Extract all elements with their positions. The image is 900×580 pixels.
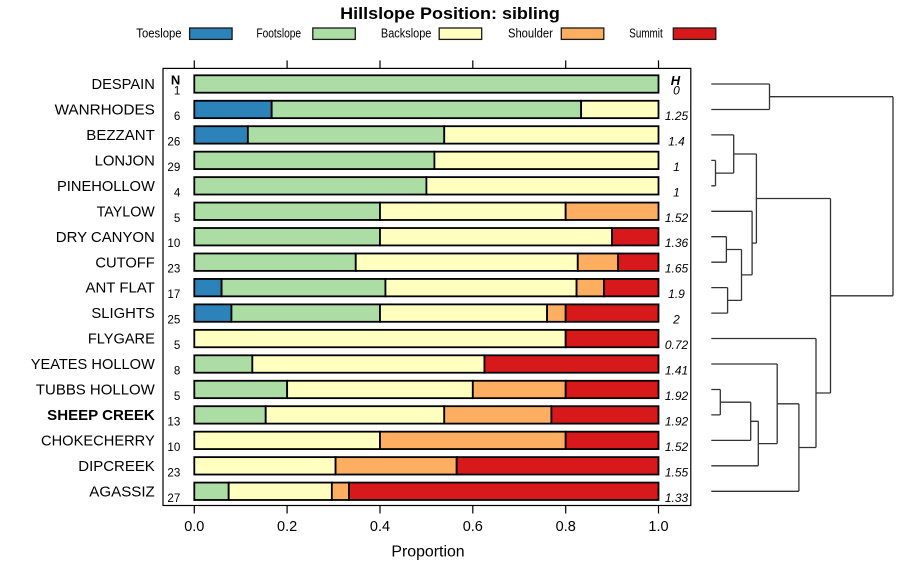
svg-text:BEZZANT: BEZZANT: [86, 128, 155, 144]
svg-text:27: 27: [167, 492, 180, 505]
svg-text:SHEEP CREEK: SHEEP CREEK: [47, 408, 155, 424]
svg-text:0.0: 0.0: [184, 519, 204, 535]
svg-text:6: 6: [174, 110, 180, 123]
svg-text:1.4: 1.4: [668, 134, 685, 148]
svg-text:1.52: 1.52: [665, 211, 689, 225]
svg-text:2: 2: [672, 313, 680, 327]
svg-text:1: 1: [174, 85, 180, 98]
svg-text:TAYLOW: TAYLOW: [97, 204, 155, 220]
svg-text:AGASSIZ: AGASSIZ: [89, 484, 155, 500]
svg-text:1.9: 1.9: [668, 287, 685, 301]
svg-text:23: 23: [167, 263, 180, 276]
svg-text:YEATES HOLLOW: YEATES HOLLOW: [31, 357, 155, 373]
svg-text:DESPAIN: DESPAIN: [92, 77, 155, 93]
svg-text:1.55: 1.55: [665, 465, 689, 479]
svg-text:10: 10: [167, 237, 180, 250]
svg-text:WANRHODES: WANRHODES: [55, 103, 155, 119]
svg-text:5: 5: [174, 339, 180, 352]
svg-text:10: 10: [167, 441, 180, 454]
svg-text:ANT FLAT: ANT FLAT: [86, 281, 155, 297]
svg-text:N: N: [171, 72, 180, 87]
svg-text:4: 4: [174, 186, 181, 199]
svg-text:Hillslope Position: sibling: Hillslope Position: sibling: [340, 4, 560, 23]
svg-text:CHOKECHERRY: CHOKECHERRY: [41, 434, 155, 450]
svg-text:0.72: 0.72: [665, 338, 689, 352]
svg-text:1.52: 1.52: [665, 440, 689, 454]
svg-text:26: 26: [167, 135, 180, 148]
svg-text:DRY CANYON: DRY CANYON: [56, 230, 155, 246]
svg-text:Toeslope: Toeslope: [136, 26, 181, 41]
svg-text:1: 1: [673, 160, 680, 174]
svg-text:1.36: 1.36: [665, 236, 689, 250]
svg-text:0.4: 0.4: [370, 519, 390, 535]
svg-text:Proportion: Proportion: [391, 544, 464, 561]
svg-text:PINEHOLLOW: PINEHOLLOW: [57, 179, 155, 195]
svg-text:1.0: 1.0: [648, 519, 668, 535]
svg-text:25: 25: [167, 314, 180, 327]
svg-text:Backslope: Backslope: [381, 26, 432, 41]
svg-text:1: 1: [673, 185, 680, 199]
svg-text:Shoulder: Shoulder: [508, 26, 553, 41]
svg-text:Footslope: Footslope: [256, 26, 301, 41]
svg-text:0.8: 0.8: [556, 519, 576, 535]
svg-text:FLYGARE: FLYGARE: [88, 332, 155, 348]
svg-text:1.41: 1.41: [665, 364, 688, 378]
svg-text:LONJON: LONJON: [95, 154, 155, 170]
svg-text:Summit: Summit: [629, 26, 663, 41]
svg-text:1.25: 1.25: [665, 109, 689, 123]
svg-text:0.2: 0.2: [277, 519, 297, 535]
svg-text:8: 8: [174, 365, 180, 378]
svg-text:5: 5: [174, 212, 180, 225]
svg-text:1.33: 1.33: [665, 491, 689, 505]
svg-text:17: 17: [167, 288, 180, 301]
svg-text:13: 13: [167, 415, 180, 428]
svg-text:TUBBS HOLLOW: TUBBS HOLLOW: [36, 383, 155, 399]
svg-text:CUTOFF: CUTOFF: [95, 255, 154, 271]
svg-text:23: 23: [167, 466, 180, 479]
svg-text:1.92: 1.92: [665, 389, 689, 403]
svg-text:1.65: 1.65: [665, 262, 689, 276]
svg-text:DIPCREEK: DIPCREEK: [78, 459, 155, 475]
svg-text:0: 0: [673, 84, 680, 98]
svg-text:SLIGHTS: SLIGHTS: [91, 306, 155, 322]
svg-text:0.6: 0.6: [463, 519, 483, 535]
svg-text:H: H: [671, 73, 681, 88]
svg-text:29: 29: [167, 161, 180, 174]
svg-text:5: 5: [174, 390, 180, 403]
svg-text:1.92: 1.92: [665, 414, 689, 428]
